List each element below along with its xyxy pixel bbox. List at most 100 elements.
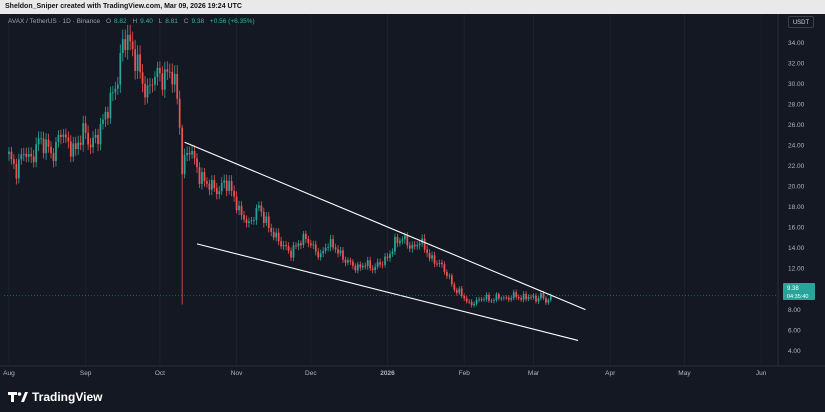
candle-body [520, 298, 523, 300]
tradingview-logo[interactable]: TradingView [8, 389, 102, 405]
candle-body [411, 244, 414, 249]
candle [535, 293, 537, 304]
candle [72, 136, 75, 162]
candle-body [413, 244, 416, 247]
candle [460, 286, 463, 299]
candle [413, 240, 416, 250]
candle-body [364, 265, 367, 267]
candle-body [161, 73, 164, 90]
candle [465, 295, 468, 304]
candle-body [171, 71, 174, 85]
candle-body [238, 205, 240, 211]
candle [280, 236, 282, 250]
candle [488, 292, 490, 303]
candle-body [25, 153, 28, 157]
candle-body [438, 262, 441, 264]
candle [366, 256, 369, 270]
candle [361, 262, 364, 271]
candle [121, 29, 124, 62]
candle-body [376, 262, 379, 267]
candle [188, 146, 191, 161]
candle-body [270, 228, 273, 232]
candle [411, 241, 414, 253]
candle-body [235, 196, 238, 211]
candle-body [527, 296, 530, 300]
candle-body [213, 180, 216, 189]
candle-body [277, 232, 280, 242]
candle [84, 115, 87, 139]
candle [319, 249, 322, 261]
candle [176, 65, 179, 105]
candle [99, 117, 102, 151]
candle [540, 290, 542, 301]
candle [92, 131, 94, 154]
candle-body [408, 245, 411, 249]
candle [512, 289, 515, 301]
candle [161, 66, 164, 96]
candle [522, 291, 525, 303]
candle [79, 135, 82, 151]
candle-body [381, 264, 384, 266]
candle [490, 298, 493, 304]
candle [446, 269, 448, 279]
candle-body [262, 211, 265, 224]
candle [146, 78, 149, 104]
candle-body [488, 294, 490, 301]
candle [441, 259, 443, 268]
candle [173, 65, 176, 93]
candle-body [507, 297, 510, 300]
candle-body [450, 275, 453, 285]
candle-body [537, 298, 540, 302]
candle [379, 258, 381, 268]
x-tick-label: Apr [605, 370, 616, 377]
candle [436, 260, 438, 267]
candle-body [441, 262, 443, 265]
candle-body [300, 243, 302, 246]
candle [206, 177, 208, 188]
candle [485, 292, 488, 302]
candle [69, 135, 72, 163]
candle [208, 179, 211, 196]
currency-label: USDT [792, 20, 810, 26]
price-badge-countdown: 04:35:40 [787, 294, 808, 300]
candle [52, 148, 55, 168]
candle [290, 247, 292, 262]
candle [25, 147, 28, 163]
candle [438, 259, 441, 267]
candle [408, 242, 411, 253]
symbol-name: AVAX / TetherUS · 1D · Binance [8, 18, 101, 25]
candle [196, 152, 198, 173]
y-tick-label: 24.00 [788, 142, 805, 149]
candle [314, 240, 317, 256]
candle-body [282, 244, 285, 247]
candle [203, 168, 206, 187]
candle-body [15, 163, 18, 179]
candle-body [77, 142, 80, 150]
candle [64, 128, 67, 144]
candle-body [79, 142, 82, 145]
candle [532, 293, 535, 300]
candle-body [302, 233, 305, 246]
candle-body [319, 253, 322, 258]
candle [478, 296, 480, 303]
candle [426, 245, 428, 257]
candle [384, 252, 386, 268]
candle-body [250, 220, 253, 222]
candle [248, 217, 250, 228]
candle [32, 149, 35, 168]
candle [510, 295, 513, 302]
candle-body [248, 221, 250, 223]
candle [67, 131, 70, 149]
candle-body [60, 134, 62, 137]
candle [431, 251, 433, 262]
candle-body [87, 132, 89, 145]
candle-body [334, 247, 337, 250]
currency-selector[interactable]: USDT [788, 16, 814, 28]
candle-body [201, 172, 203, 184]
candle [527, 294, 530, 302]
candle [262, 207, 265, 228]
high-value: 9.40 [140, 18, 153, 25]
candle-body [196, 158, 198, 168]
candle [255, 204, 258, 225]
